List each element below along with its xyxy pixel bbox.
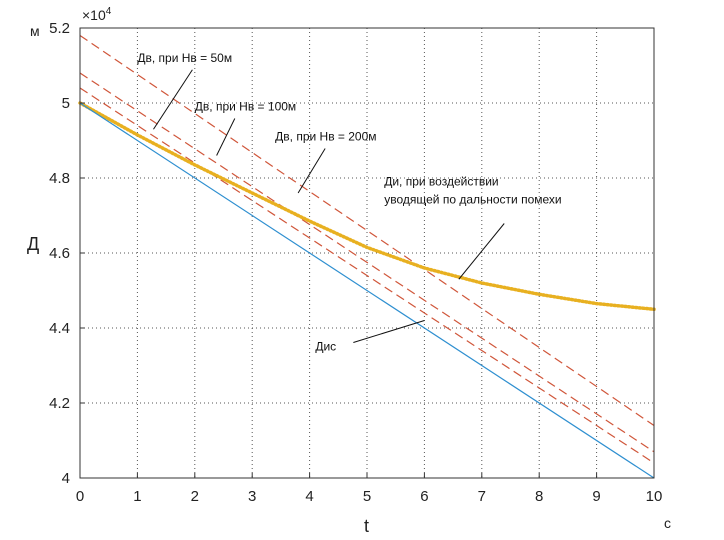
x-unit-label: с [664, 515, 671, 531]
x-tick-label: 8 [535, 488, 543, 505]
x-tick-label: 4 [305, 488, 313, 505]
annotation-label: Дв, при Нв = 200м [275, 130, 376, 144]
y-axis-label: Д [27, 234, 39, 254]
y-tick-label: 4.6 [49, 245, 70, 262]
x-tick-label: 7 [478, 488, 486, 505]
annotation-label: Дв, при Нв = 50м [137, 51, 232, 65]
annotations-group: Дв, при Нв = 50м Дв, при Нв = 100м Дв, при… [137, 51, 561, 354]
annotation-label-line2: уводящей по дальности помехи [384, 193, 561, 207]
series-line-1 [79, 35, 655, 426]
y-multiplier-base: ×10 [82, 7, 106, 23]
annotation-pointer [216, 118, 236, 156]
y-tick-label: 4.8 [49, 170, 70, 187]
x-tick-label: 3 [248, 488, 256, 505]
series-line-2 [79, 72, 655, 453]
y-tick-label: 5 [62, 95, 70, 112]
x-tick-label: 10 [646, 488, 663, 505]
series-group [78, 35, 656, 479]
x-tick-label: 0 [76, 488, 84, 505]
x-tick-label: 5 [363, 488, 371, 505]
x-tick-label: 6 [420, 488, 428, 505]
x-axis-label: t [364, 516, 369, 536]
annotation-pointer [353, 320, 425, 343]
y-multiplier-exp: 4 [106, 6, 112, 17]
series-line-4 [78, 101, 656, 312]
ticks-group: 0 1 2 3 4 5 6 7 8 9 10 4 4.2 4.4 4.6 4.8 5 5.2 [49, 20, 662, 505]
x-tick-label: 1 [133, 488, 141, 505]
annotation-label: Дис [315, 340, 336, 354]
x-tick-label: 2 [191, 488, 199, 505]
grid [80, 28, 654, 478]
y-tick-label: 4 [62, 470, 70, 487]
y-multiplier: ×104 [82, 6, 112, 23]
annotation-label: Дв, при Нв = 100м [195, 100, 296, 114]
x-tick-label: 9 [592, 488, 600, 505]
annotation-pointer [297, 148, 326, 194]
y-tick-label: 4.2 [49, 395, 70, 412]
series-line-3 [79, 87, 655, 464]
y-tick-label: 5.2 [49, 20, 70, 37]
annotation-pointer [153, 69, 193, 130]
y-tick-label: 4.4 [49, 320, 70, 337]
y-unit-label: м [30, 23, 40, 39]
annotation-label: Ди, при воздействии [384, 175, 498, 189]
series-line-5 [79, 102, 655, 479]
annotation-pointer [458, 223, 505, 280]
